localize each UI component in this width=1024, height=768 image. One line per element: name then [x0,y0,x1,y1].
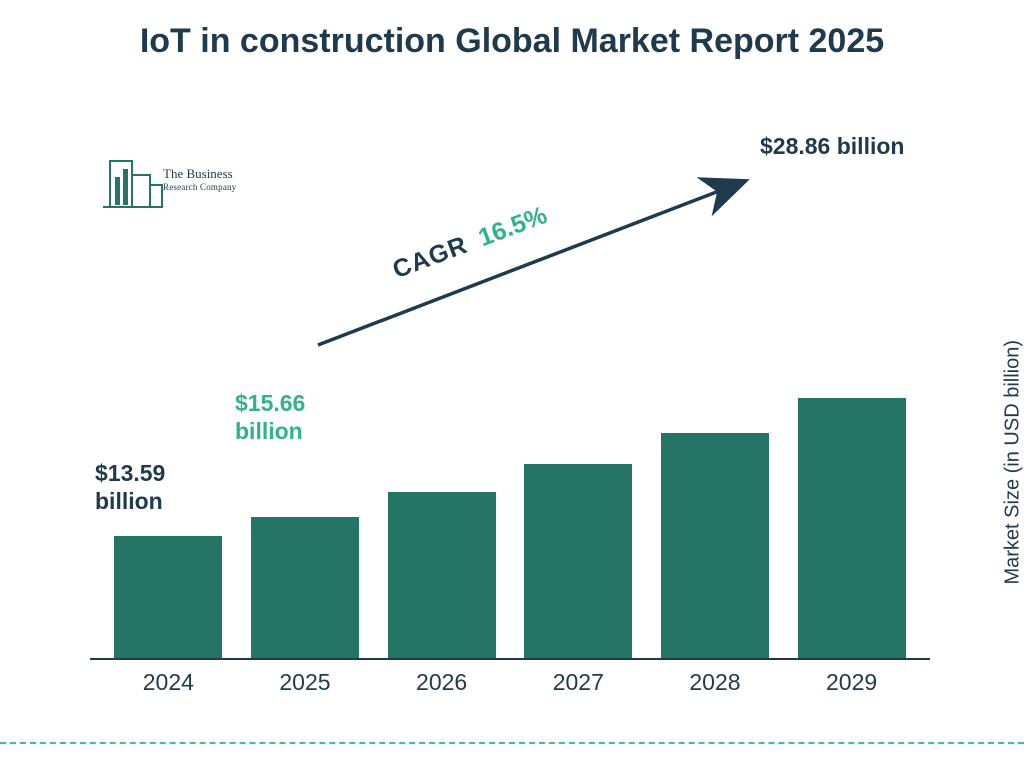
x-labels: 2024 2025 2026 2027 2028 2029 [90,669,930,696]
bar-slot [792,398,912,658]
bar [114,536,222,658]
bar-slot [655,433,775,658]
bar-slot [108,536,228,658]
bar-slot [245,517,365,658]
bar [798,398,906,658]
y-axis-label: Market Size (in USD billion) [1002,340,1024,585]
x-axis-label: 2026 [382,669,502,696]
bar [251,517,359,658]
x-axis-label: 2029 [792,669,912,696]
bar [661,433,769,658]
chart-title: IoT in construction Global Market Report… [0,20,1024,63]
bar-slot [518,464,638,658]
value-label: $15.66billion [235,390,305,445]
x-axis-label: 2027 [518,669,638,696]
bar-slot [382,492,502,659]
x-axis-label: 2028 [655,669,775,696]
x-axis-label: 2025 [245,669,365,696]
bar [524,464,632,658]
cagr-annotation: CAGR 16.5% [310,165,760,365]
value-label: $13.59billion [95,460,165,515]
bottom-dashed-line [0,742,1024,744]
value-label: $28.86 billion [760,133,904,161]
bar [388,492,496,659]
x-axis-line [90,658,930,660]
x-axis-label: 2024 [108,669,228,696]
